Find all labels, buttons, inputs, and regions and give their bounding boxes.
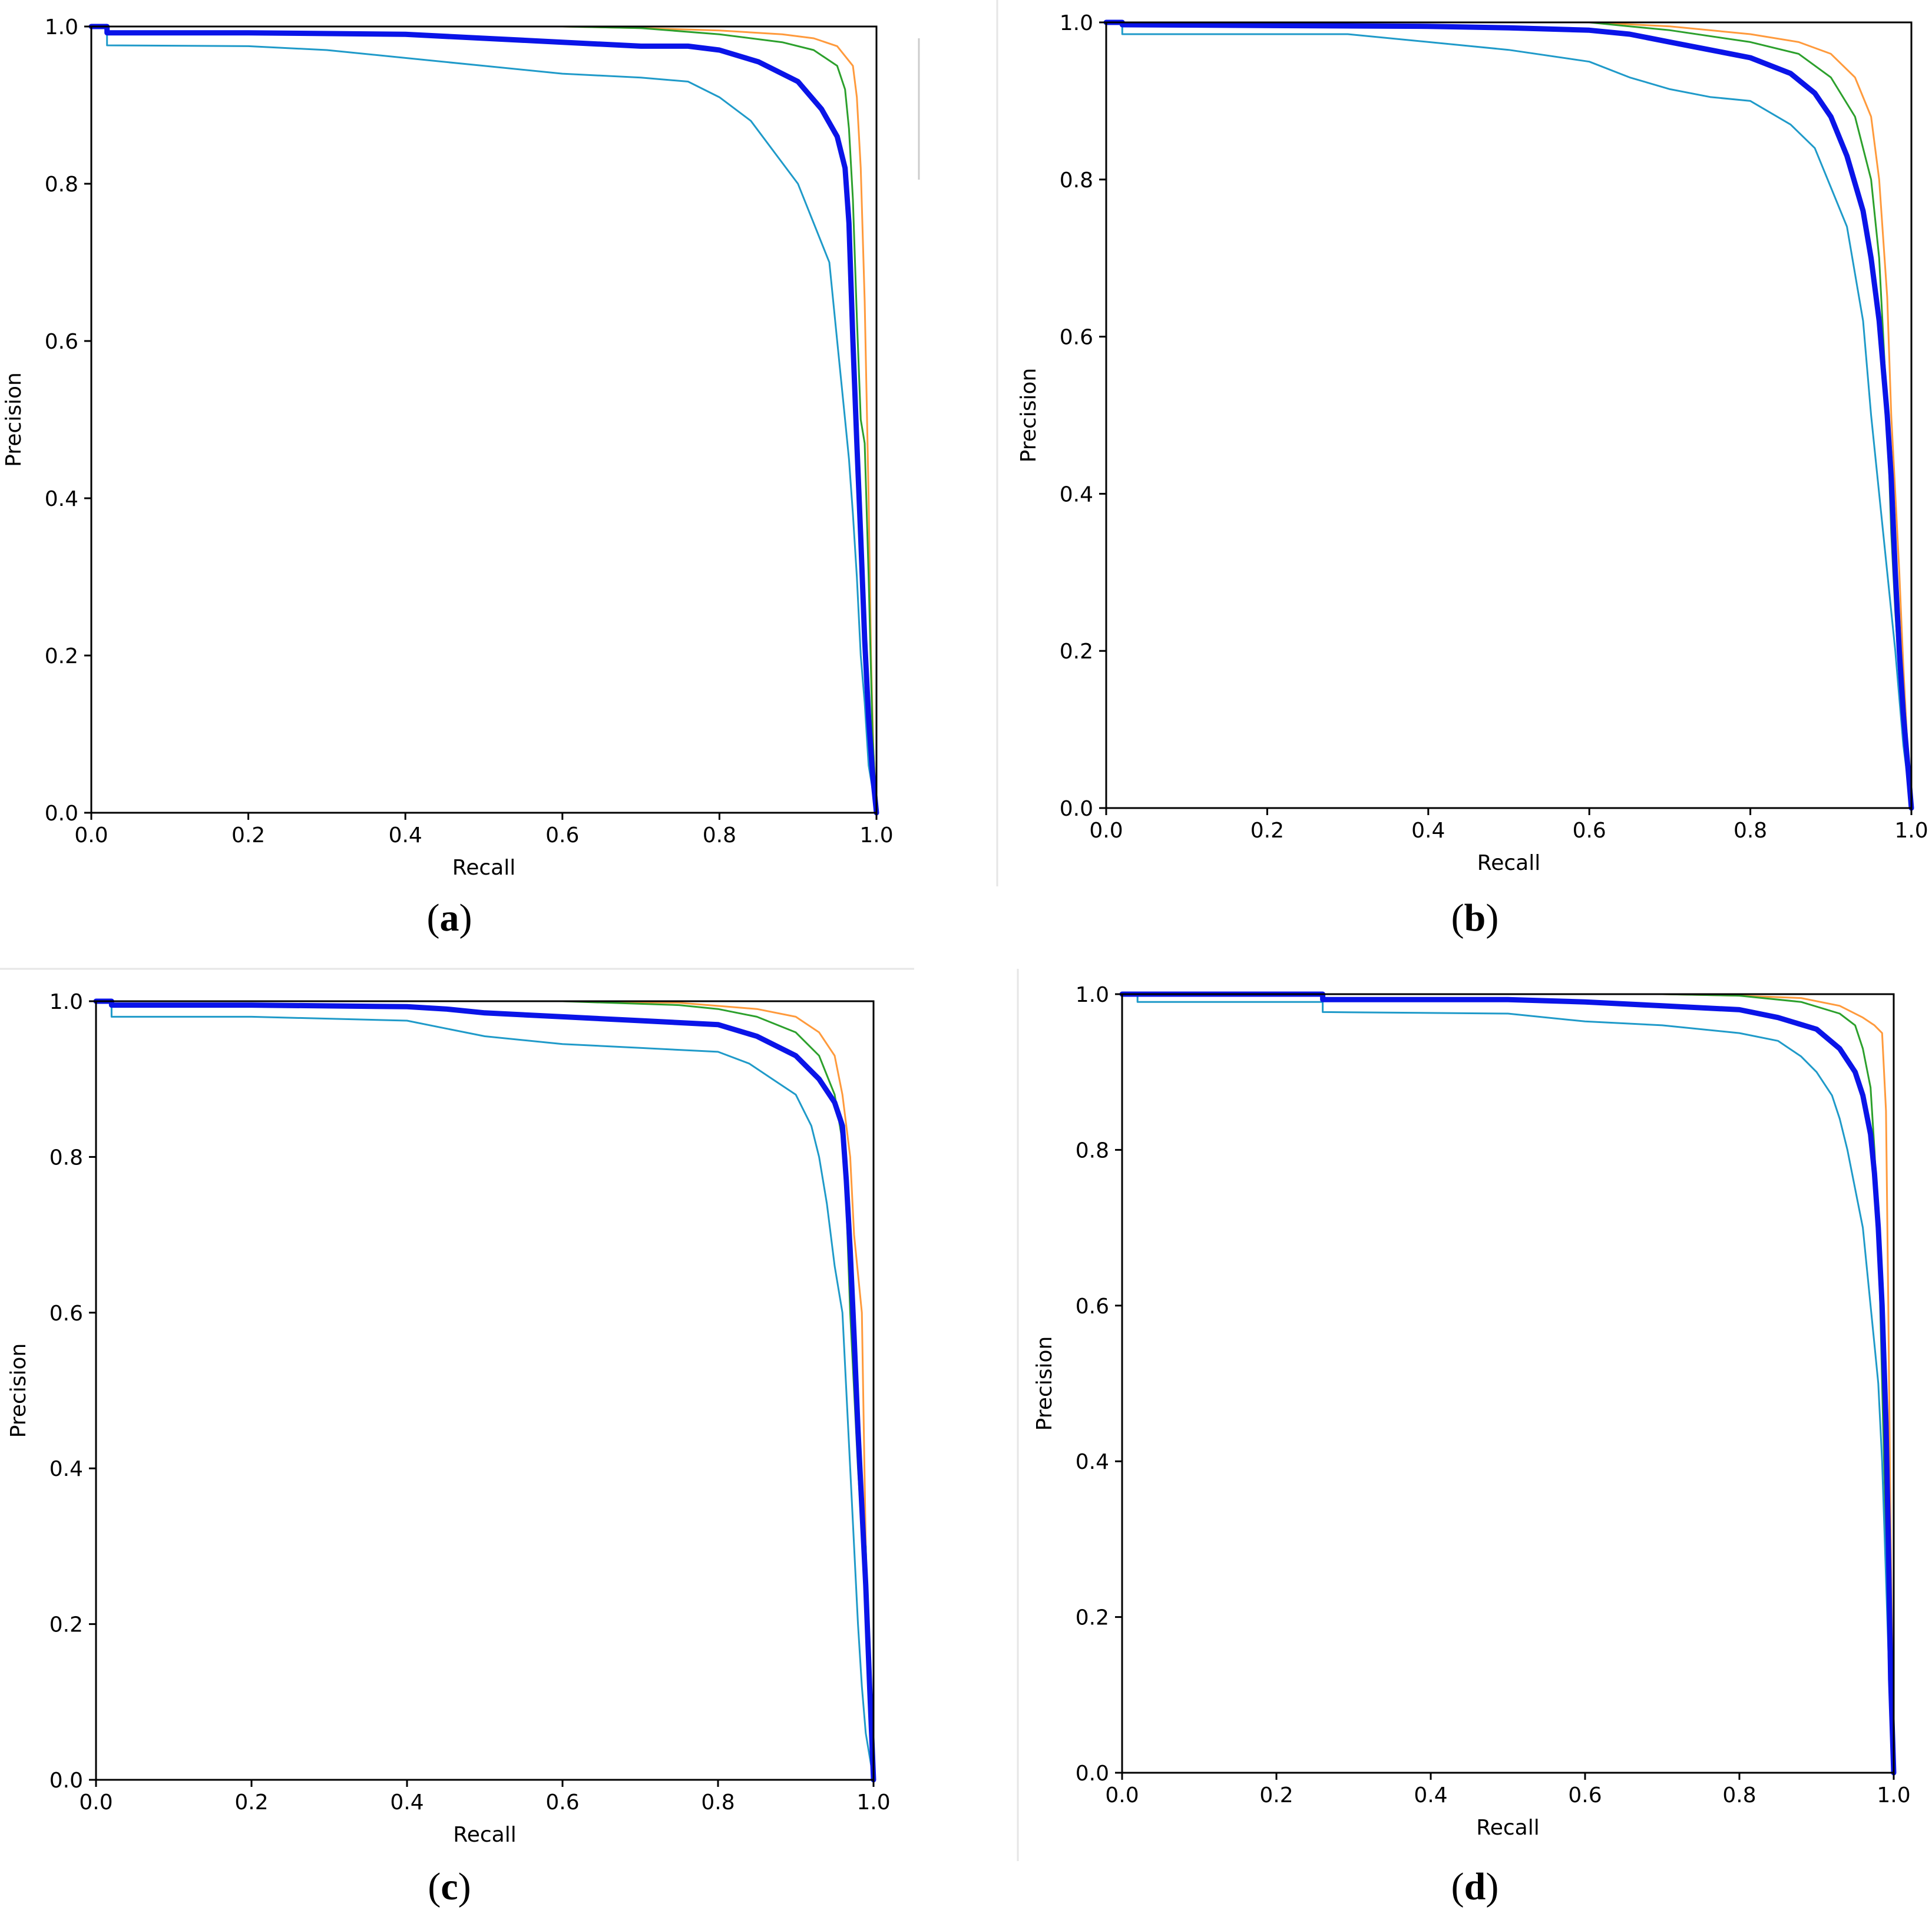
y-tick-label: 0.6	[1076, 1295, 1109, 1319]
series-line-cyan	[1105, 21, 1913, 809]
plot-frame	[1105, 21, 1913, 809]
chart-panel-c: 0.0 0.2 0.4 0.6 0.8 1.0 0.0 0.2 0.4 0.6 0.8 1.0 Reca…	[6, 990, 891, 1847]
chart-panel-b: 0.0 0.2 0.4 0.6 0.8 1.0 0.0 0.2 0.4 0.6 0.8 1.0 Reca…	[1017, 11, 1928, 875]
y-tick-label: 0.0	[45, 802, 78, 826]
y-axis-label: Precision	[2, 372, 26, 467]
series-line-orange	[1467, 21, 1913, 809]
x-tick-label: 0.2	[231, 823, 265, 848]
panel-label-open-paren: (	[1451, 1865, 1464, 1908]
y-tick-label: 0.2	[49, 1613, 83, 1637]
y-tick-label: 0.0	[1060, 797, 1093, 821]
plot-frame	[95, 1000, 875, 1781]
x-tick-label: 1.0	[859, 823, 893, 848]
y-tick-label: 0.4	[1076, 1450, 1109, 1474]
panel-label-letter: b	[1464, 896, 1486, 939]
panel-label-b: (b)	[1451, 896, 1499, 939]
x-axis-label: Recall	[1476, 1816, 1539, 1840]
panel-label-close-paren: )	[1486, 896, 1498, 939]
x-tick-label: 0.0	[1089, 819, 1123, 843]
panel-label-a: (a)	[427, 896, 472, 939]
series-line-mean	[88, 24, 879, 816]
series-line-green	[459, 25, 878, 814]
panel-label-open-paren: (	[428, 1865, 441, 1908]
x-tick-label: 0.8	[703, 823, 736, 848]
x-tick-label: 0.8	[701, 1790, 735, 1815]
x-tick-label: 0.8	[1733, 819, 1767, 843]
y-axis-label: Precision	[6, 1343, 31, 1438]
y-tick-label: 0.2	[45, 644, 78, 668]
y-tick-label: 0.0	[1076, 1762, 1109, 1786]
x-tick-label: 0.6	[545, 1790, 579, 1815]
x-tick-label: 0.0	[74, 823, 108, 848]
x-tick-label: 1.0	[856, 1790, 890, 1815]
panel-label-c: (c)	[428, 1865, 471, 1908]
series-line-mean	[1119, 991, 1897, 1776]
y-tick-label: 0.4	[1060, 482, 1093, 506]
plot-frame	[1121, 993, 1895, 1774]
series-line-cyan	[95, 1000, 875, 1781]
y-axis-label: Precision	[1017, 368, 1041, 463]
panel-label-close-paren: )	[1486, 1865, 1498, 1908]
y-tick-label: 0.4	[45, 487, 78, 511]
series-line-orange	[561, 1000, 875, 1781]
y-axis-label: Precision	[1033, 1336, 1057, 1431]
y-tick-label: 0.6	[45, 330, 78, 354]
panel-label-letter: a	[440, 896, 459, 939]
y-tick-label: 0.2	[1076, 1606, 1109, 1630]
x-tick-label: 0.6	[1568, 1783, 1602, 1807]
y-tick-label: 0.6	[1060, 326, 1093, 350]
panel-label-letter: c	[441, 1865, 458, 1908]
x-axis-label: Recall	[453, 1823, 516, 1847]
x-tick-label: 0.4	[1411, 819, 1445, 843]
x-tick-label: 0.6	[545, 823, 579, 848]
series-line-mean	[93, 998, 876, 1783]
panel-labels: (a) (b)(c) (d)	[427, 896, 1499, 1908]
y-tick-label: 1.0	[49, 990, 83, 1014]
x-tick-label: 0.4	[1414, 1783, 1447, 1807]
y-tick-label: 1.0	[1060, 11, 1093, 35]
panel-separators	[0, 0, 1019, 1861]
x-tick-label: 0.2	[234, 1790, 268, 1815]
panel-label-letter: d	[1464, 1865, 1486, 1908]
y-tick-label: 1.0	[45, 15, 78, 39]
x-tick-label: 0.2	[1250, 819, 1284, 843]
y-tick-label: 0.8	[49, 1146, 83, 1170]
y-tick-label: 0.2	[1060, 640, 1093, 664]
series-line-cyan	[1121, 993, 1895, 1774]
y-tick-label: 0.8	[1076, 1138, 1109, 1163]
x-tick-label: 1.0	[1894, 819, 1928, 843]
y-tick-label: 0.4	[49, 1457, 83, 1481]
y-tick-label: 0.8	[45, 173, 78, 197]
x-tick-label: 0.0	[1105, 1783, 1139, 1807]
panel-label-d: (d)	[1451, 1865, 1499, 1908]
y-tick-label: 0.0	[49, 1769, 83, 1793]
plot-frame	[90, 25, 878, 814]
y-tick-label: 0.6	[49, 1302, 83, 1326]
series-line-cyan	[90, 25, 878, 814]
chart-panel-a: 0.0 0.2 0.4 0.6 0.8 1.0 0.0 0.2 0.4 0.6 0.8 1.0 Reca…	[2, 15, 894, 880]
x-axis-label: Recall	[452, 856, 515, 880]
y-tick-label: 1.0	[1076, 983, 1109, 1007]
panel-label-close-paren: )	[458, 1865, 471, 1908]
panel-label-open-paren: (	[1451, 896, 1464, 939]
x-tick-label: 0.6	[1573, 819, 1606, 843]
x-tick-label: 0.2	[1259, 1783, 1293, 1807]
series-line-mean	[1103, 19, 1914, 811]
x-tick-label: 0.4	[389, 823, 422, 848]
panel-label-open-paren: (	[427, 896, 440, 939]
x-tick-label: 0.4	[390, 1790, 424, 1815]
series-line-orange	[459, 25, 878, 814]
x-tick-label: 0.0	[79, 1790, 113, 1815]
x-tick-label: 1.0	[1877, 1783, 1910, 1807]
x-tick-label: 0.8	[1722, 1783, 1756, 1807]
y-tick-label: 0.8	[1060, 168, 1093, 193]
chart-panel-d: 0.0 0.2 0.4 0.6 0.8 1.0 0.0 0.2 0.4 0.6 0.8 1.0 Reca…	[1033, 983, 1911, 1840]
x-axis-label: Recall	[1477, 851, 1540, 875]
panel-label-close-paren: )	[459, 896, 472, 939]
